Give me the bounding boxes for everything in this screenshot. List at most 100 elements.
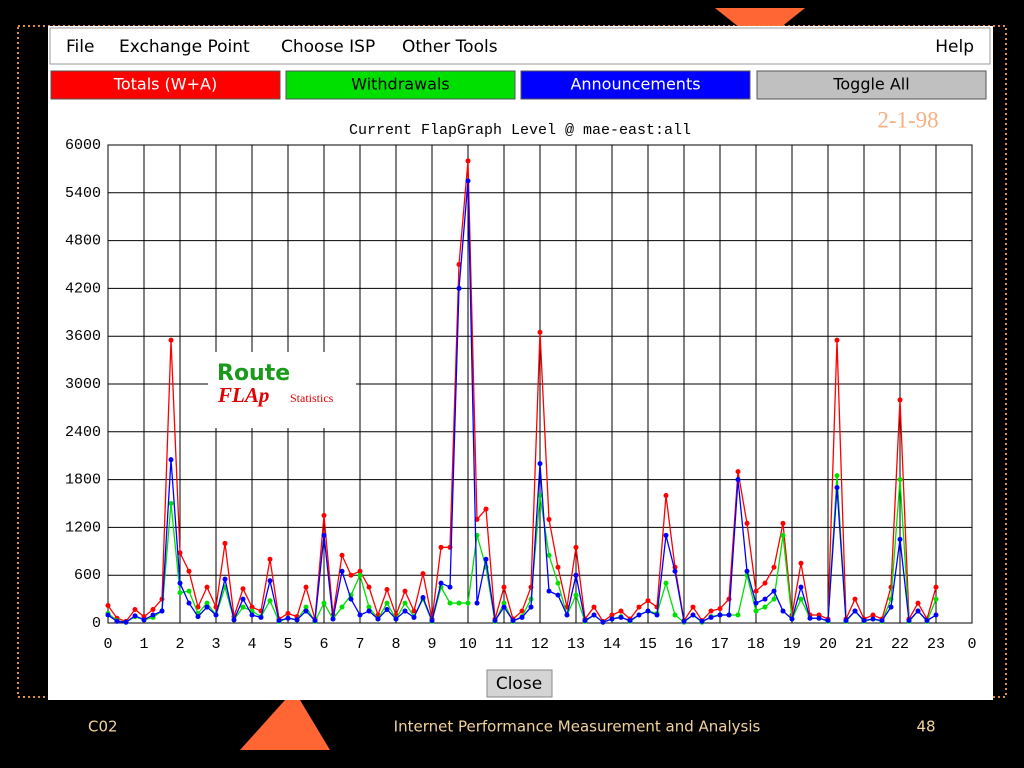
data-point: [816, 615, 822, 621]
x-tick-label: 2: [175, 636, 184, 653]
data-point: [609, 612, 615, 618]
data-point: [546, 552, 552, 558]
data-point: [231, 617, 237, 623]
data-point: [186, 600, 192, 606]
data-point: [798, 596, 804, 602]
toolbar-button[interactable]: [756, 70, 987, 100]
toolbar-button[interactable]: [285, 70, 516, 100]
x-tick-label: 23: [927, 636, 945, 653]
data-point: [618, 614, 624, 620]
x-tick-label: 0: [967, 636, 976, 653]
data-point: [168, 501, 174, 506]
data-point: [861, 618, 867, 624]
data-point: [717, 612, 723, 618]
x-tick-label: 19: [783, 636, 801, 653]
toolbar: Totals (W+A) Withdrawals Announcements Togg…: [50, 70, 987, 100]
data-point: [753, 608, 759, 614]
menu-item[interactable]: Help: [935, 37, 974, 57]
data-point: [762, 580, 768, 586]
toolbar-button-label[interactable]: Totals (W+A): [113, 75, 217, 94]
data-point: [780, 532, 786, 538]
toolbar-button-label[interactable]: Announcements: [570, 75, 700, 94]
data-point: [456, 285, 462, 291]
data-point: [762, 596, 768, 602]
data-point: [933, 596, 939, 602]
decor-triangle: [240, 700, 330, 750]
data-point: [132, 606, 138, 612]
data-point: [357, 572, 363, 578]
x-tick-label: 14: [603, 636, 621, 653]
x-tick-label: 13: [567, 636, 585, 653]
data-point: [573, 592, 579, 598]
data-point: [834, 485, 840, 491]
data-point: [384, 600, 390, 606]
y-tick-label: 3000: [65, 376, 101, 393]
data-point: [510, 618, 516, 624]
menu-item[interactable]: Exchange Point: [119, 37, 250, 57]
data-point: [249, 604, 255, 610]
data-point: [438, 544, 444, 550]
data-point: [609, 616, 615, 622]
data-point: [267, 598, 273, 604]
x-tick-label: 8: [391, 636, 400, 653]
toolbar-button[interactable]: [50, 70, 281, 100]
footer-left: C02: [88, 718, 118, 736]
data-point: [321, 512, 327, 518]
x-tick-label: 22: [891, 636, 909, 653]
data-point: [483, 556, 489, 562]
toolbar-button[interactable]: [520, 70, 751, 100]
close-button[interactable]: [486, 669, 553, 698]
data-point: [555, 564, 561, 570]
data-point: [321, 532, 327, 538]
data-point: [645, 598, 651, 604]
menu-item[interactable]: File: [66, 37, 94, 57]
data-point: [915, 608, 921, 614]
data-point: [240, 596, 246, 602]
data-point: [636, 604, 642, 610]
toolbar-button-label[interactable]: Toggle All: [832, 75, 909, 94]
data-point: [753, 588, 759, 594]
chart-title: Current FlapGraph Level @ mae-east:all: [349, 122, 691, 139]
logo-box: [208, 352, 356, 428]
data-point: [744, 568, 750, 574]
data-point: [888, 584, 894, 590]
y-tick-label: 5400: [65, 185, 101, 202]
data-point: [708, 608, 714, 614]
close-button-label[interactable]: Close: [496, 674, 542, 694]
data-point: [834, 473, 840, 479]
data-point: [303, 608, 309, 614]
x-tick-label: 5: [283, 636, 292, 653]
data-point: [312, 618, 318, 624]
data-point: [897, 536, 903, 542]
data-point: [375, 616, 381, 622]
toolbar-button-label[interactable]: Withdrawals: [351, 75, 450, 94]
data-point: [843, 618, 849, 624]
x-tick-label: 6: [319, 636, 328, 653]
data-point: [933, 584, 939, 590]
data-point: [762, 604, 768, 610]
data-point: [780, 520, 786, 526]
data-point: [681, 618, 687, 624]
data-point: [249, 612, 255, 618]
menu-item[interactable]: Other Tools: [402, 37, 498, 57]
data-point: [195, 614, 201, 620]
x-tick-label: 11: [495, 636, 513, 653]
data-point: [573, 544, 579, 550]
data-point: [429, 618, 435, 624]
data-point: [411, 614, 417, 620]
data-point: [555, 580, 561, 586]
x-tick-label: 12: [531, 636, 549, 653]
menu-item[interactable]: Choose ISP: [281, 37, 375, 57]
data-point: [591, 612, 597, 618]
data-point: [258, 614, 264, 620]
data-point: [348, 572, 354, 578]
data-point: [501, 584, 507, 590]
data-point: [357, 568, 363, 574]
data-point: [276, 618, 282, 624]
logo-route: Route: [217, 361, 290, 386]
data-point: [366, 584, 372, 590]
data-point: [717, 606, 723, 612]
data-point: [573, 572, 579, 578]
data-point: [285, 610, 291, 616]
